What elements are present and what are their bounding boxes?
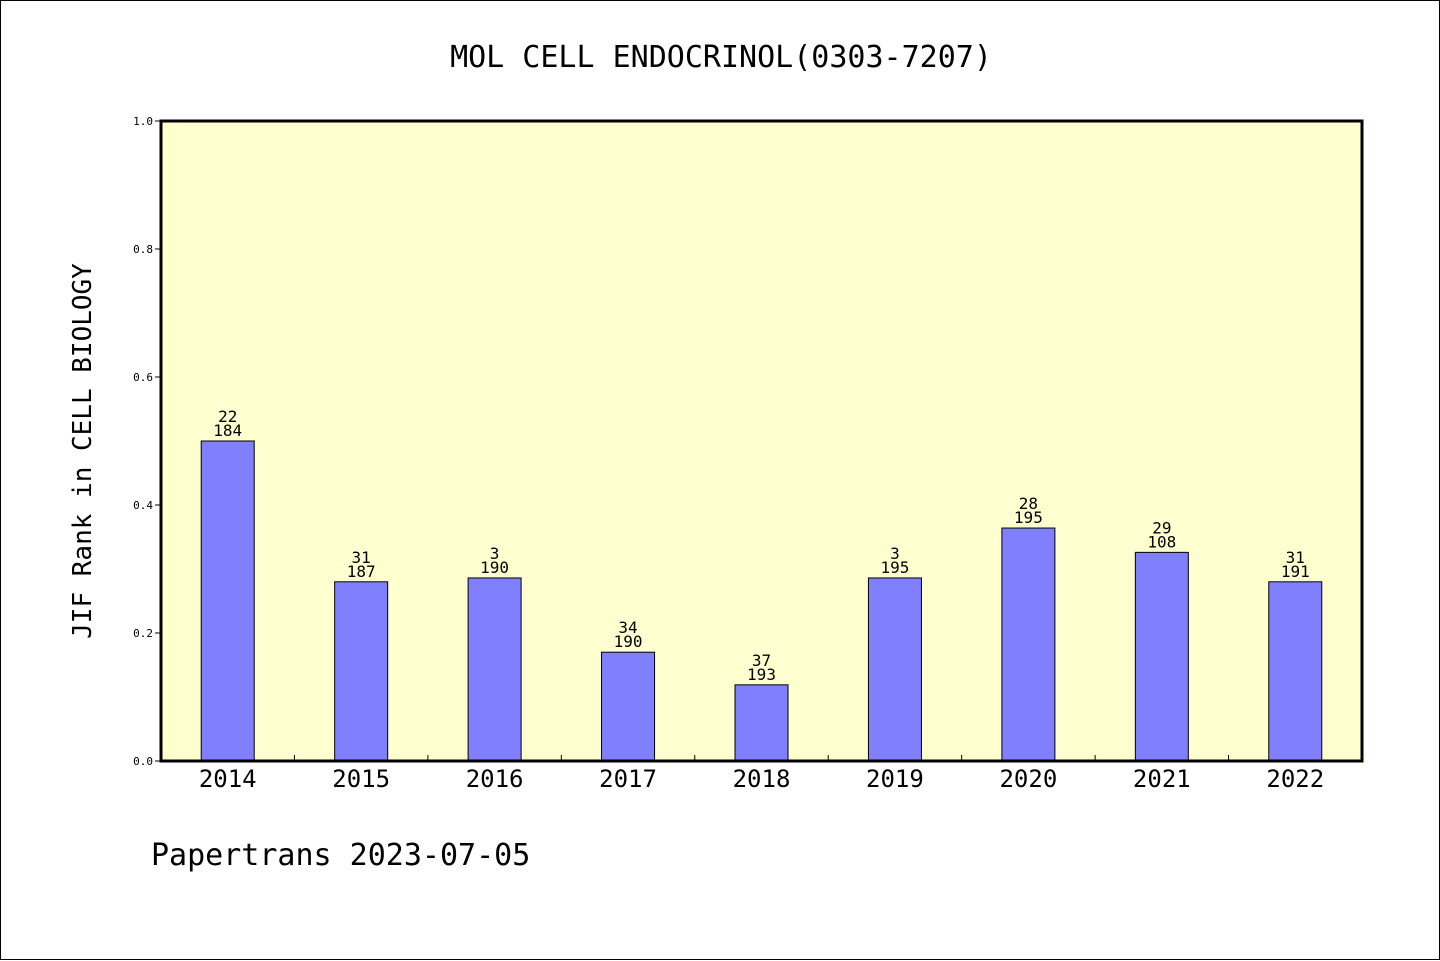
- bar-label-rank: 29: [1152, 518, 1171, 537]
- x-tick-label: 2021: [1133, 765, 1191, 793]
- bar-2022: [1268, 581, 1323, 762]
- bar-label-total: 195: [880, 558, 909, 577]
- bar-label-total: 190: [614, 632, 643, 651]
- bar-2020: [1001, 527, 1056, 762]
- x-tick-label: 2022: [1266, 765, 1324, 793]
- bar-label-rank: 3: [490, 544, 500, 563]
- bar-2019: [867, 577, 922, 762]
- bar-label-rank: 37: [752, 651, 771, 670]
- footer-credit: Papertrans 2023-07-05: [151, 838, 530, 873]
- bar-label-rank: 34: [618, 618, 637, 637]
- bar-2014: [200, 440, 255, 762]
- bar-label-rank: 28: [1019, 494, 1038, 513]
- bar-2016: [467, 577, 522, 762]
- x-axis-ticks: 2014 2015 2016 2017 2018 2019 2020 2021 2022: [199, 755, 1324, 793]
- bar-label-total: 193: [747, 665, 776, 684]
- bar-label-total: 184: [213, 421, 242, 440]
- x-tick-label: 2016: [466, 765, 524, 793]
- y-tick-label: 0.4: [133, 499, 153, 512]
- x-tick-label: 2015: [332, 765, 390, 793]
- y-tick-label: 0.0: [133, 755, 153, 768]
- bar-label-total: 190: [480, 558, 509, 577]
- bar-2017: [601, 651, 656, 762]
- bar-2015: [334, 581, 389, 762]
- bar-label-total: 187: [347, 562, 376, 581]
- x-tick-label: 2020: [999, 765, 1057, 793]
- x-tick-label: 2017: [599, 765, 657, 793]
- y-tick-label: 1.0: [133, 115, 153, 128]
- bar-label-total: 108: [1147, 532, 1176, 551]
- bar-label-total: 195: [1014, 508, 1043, 527]
- bar-labels-group: 2218431187319034190371933195281952910831…: [213, 407, 1309, 684]
- y-axis-ticks: 0.0 0.2 0.4 0.6 0.8 1.0: [133, 115, 161, 768]
- chart-title: MOL CELL ENDOCRINOL(0303-7207): [450, 40, 992, 75]
- y-axis-label: JIF Rank in CELL BIOLOGY: [68, 263, 98, 639]
- plot-border: [159, 119, 1364, 763]
- bar-label-rank: 3: [890, 544, 900, 563]
- bar-label-rank: 31: [1286, 548, 1305, 567]
- bar-label-rank: 31: [352, 548, 371, 567]
- x-tick-label: 2014: [199, 765, 257, 793]
- bar-2021: [1134, 551, 1189, 762]
- bar-label-rank: 22: [218, 407, 237, 426]
- y-tick-label: 0.8: [133, 243, 153, 256]
- y-tick-label: 0.2: [133, 627, 153, 640]
- y-tick-label: 0.6: [133, 371, 153, 384]
- x-tick-label: 2019: [866, 765, 924, 793]
- bars-group: [200, 440, 1323, 762]
- x-tick-label: 2018: [733, 765, 791, 793]
- bar-2018: [734, 684, 789, 762]
- bar-label-total: 191: [1281, 562, 1310, 581]
